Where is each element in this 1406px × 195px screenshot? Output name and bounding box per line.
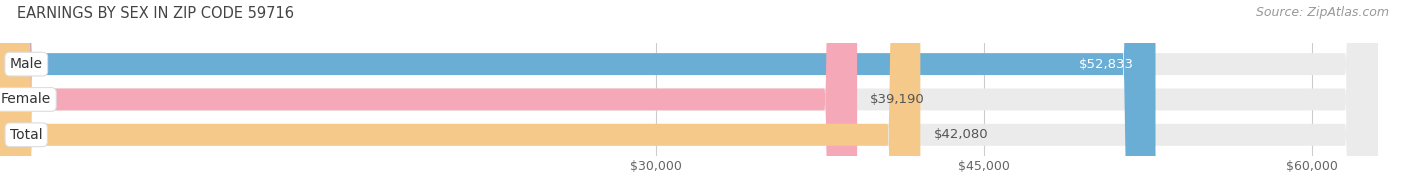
FancyBboxPatch shape bbox=[0, 0, 921, 195]
FancyBboxPatch shape bbox=[0, 0, 858, 195]
Text: EARNINGS BY SEX IN ZIP CODE 59716: EARNINGS BY SEX IN ZIP CODE 59716 bbox=[17, 6, 294, 21]
FancyBboxPatch shape bbox=[0, 0, 1156, 195]
Text: $39,190: $39,190 bbox=[870, 93, 925, 106]
Text: $52,833: $52,833 bbox=[1078, 58, 1133, 71]
Text: Female: Female bbox=[1, 92, 52, 106]
Text: $42,080: $42,080 bbox=[934, 128, 988, 141]
Text: Total: Total bbox=[10, 128, 42, 142]
Text: Source: ZipAtlas.com: Source: ZipAtlas.com bbox=[1256, 6, 1389, 19]
Text: Male: Male bbox=[10, 57, 42, 71]
